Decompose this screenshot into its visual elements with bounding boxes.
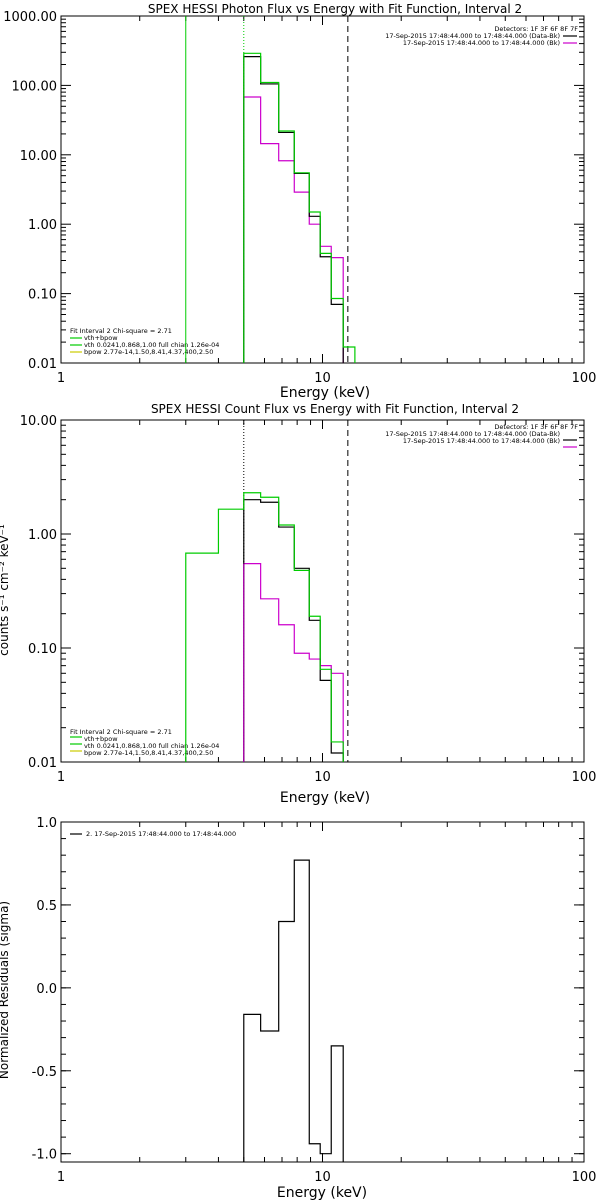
count-legend-vth: vth 0.0241,0.868,1.00 full chian 1.26e-0… bbox=[84, 742, 219, 750]
photon-legend-detectors: Detectors: 1F 3F 6F 8F 7F bbox=[494, 25, 578, 33]
y-tick-label: 0.01 bbox=[28, 357, 57, 372]
y-tick-label: 1000.00 bbox=[3, 10, 57, 25]
x-tick-label: 10 bbox=[314, 371, 331, 386]
y-tick-label: 0.01 bbox=[28, 756, 57, 771]
photon-legend-vth: vth 0.0241,0.868,1.00 full chian 1.26e-0… bbox=[84, 341, 219, 349]
photon-fit-info: Fit Interval 2 Chi-square = 2.71 bbox=[70, 327, 172, 335]
background-spectrum-line bbox=[243, 96, 344, 363]
y-tick-label: 0.0 bbox=[36, 982, 57, 997]
data-minus-bk-line bbox=[243, 56, 344, 363]
count-legend-bpow: bpow 2.77e-14,1.50,8.41,4.37,400,2.50 bbox=[84, 749, 213, 757]
y-tick-label: 100.00 bbox=[12, 79, 58, 94]
y-tick-label: 10.00 bbox=[20, 414, 57, 429]
y-tick-label: 1.00 bbox=[28, 218, 57, 233]
x-tick-label: 10 bbox=[314, 770, 331, 785]
x-tick-label: 1 bbox=[57, 1170, 65, 1185]
photon-flux-title: SPEX HESSI Photon Flux vs Energy with Fi… bbox=[148, 2, 522, 16]
y-tick-label: 1.00 bbox=[28, 528, 57, 543]
photon-legend-total: vth+bpow bbox=[84, 334, 118, 342]
y-tick-label: 0.5 bbox=[36, 899, 57, 914]
count-legend-total: vth+bpow bbox=[84, 735, 118, 743]
x-tick-label: 1 bbox=[57, 371, 65, 386]
residuals-legend-item: 2. 17-Sep-2015 17:48:44.000 to 17:48:44.… bbox=[86, 830, 236, 838]
y-tick-label: 0.10 bbox=[28, 642, 57, 657]
photon-flux-legend-left: Fit Interval 2 Chi-square = 2.71 vth+bpo… bbox=[70, 327, 219, 356]
photon-legend-bpow: bpow 2.77e-14,1.50,8.41,4.37,400,2.50 bbox=[84, 348, 213, 356]
count-legend-databk: 17-Sep-2015 17:48:44.000 to 17:48:44.000… bbox=[385, 430, 560, 438]
count-legend-bk: 17-Sep-2015 17:48:44.000 to 17:48:44.000… bbox=[403, 437, 560, 445]
residuals-xlabel: Energy (keV) bbox=[277, 1185, 367, 1200]
x-tick-label: 100 bbox=[572, 371, 597, 386]
count-flux-legend-left: Fit Interval 2 Chi-square = 2.71 vth+bpo… bbox=[70, 728, 219, 757]
count-flux-title: SPEX HESSI Count Flux vs Energy with Fit… bbox=[151, 402, 519, 416]
photon-flux-panel: SPEX HESSI Photon Flux vs Energy with Fi… bbox=[3, 2, 596, 401]
background-spectrum-line bbox=[243, 562, 344, 762]
count-flux-xlabel: Energy (keV) bbox=[280, 790, 370, 806]
x-tick-label: 100 bbox=[572, 1170, 597, 1185]
plot-frame-2 bbox=[60, 821, 585, 1163]
x-tick-label: 1 bbox=[57, 770, 65, 785]
photon-legend-databk: 17-Sep-2015 17:48:44.000 to 17:48:44.000… bbox=[385, 32, 560, 40]
residuals-line bbox=[243, 859, 344, 1162]
count-flux-legend-right: Detectors: 1F 3F 6F 8F 7F 17-Sep-2015 17… bbox=[385, 423, 578, 445]
y-tick-label: -1.0 bbox=[32, 1148, 57, 1163]
residuals-panel: Energy (keV) Normalized Residuals (sigma… bbox=[0, 816, 596, 1200]
y-tick-label: 1.0 bbox=[36, 816, 57, 831]
plot-frame-0 bbox=[60, 15, 585, 364]
photon-legend-bk: 17-Sep-2015 17:48:44.000 to 17:48:44.000… bbox=[403, 39, 560, 47]
data-minus-bk-line bbox=[243, 499, 344, 762]
x-tick-label: 100 bbox=[572, 770, 597, 785]
count-fit-info: Fit Interval 2 Chi-square = 2.71 bbox=[70, 728, 172, 736]
residuals-legend: 2. 17-Sep-2015 17:48:44.000 to 17:48:44.… bbox=[86, 830, 236, 838]
count-flux-panel: SPEX HESSI Count Flux vs Energy with Fit… bbox=[0, 402, 596, 806]
count-legend-detectors: Detectors: 1F 3F 6F 8F 7F bbox=[494, 423, 578, 431]
y-tick-label: 0.10 bbox=[28, 288, 57, 303]
y-tick-label: 10.00 bbox=[20, 149, 57, 164]
y-tick-label: -0.5 bbox=[32, 1065, 57, 1080]
x-tick-label: 10 bbox=[314, 1170, 331, 1185]
photon-flux-legend-right: Detectors: 1F 3F 6F 8F 7F 17-Sep-2015 17… bbox=[385, 25, 578, 47]
photon-flux-xlabel: Energy (keV) bbox=[280, 385, 370, 401]
plot-frame-1 bbox=[60, 419, 585, 763]
count-flux-ylabel: counts s⁻¹ cm⁻² keV⁻¹ bbox=[0, 524, 11, 656]
fit-total-line bbox=[243, 52, 356, 363]
residuals-ylabel: Normalized Residuals (sigma) bbox=[0, 901, 11, 1079]
fit-total-line bbox=[185, 492, 344, 762]
